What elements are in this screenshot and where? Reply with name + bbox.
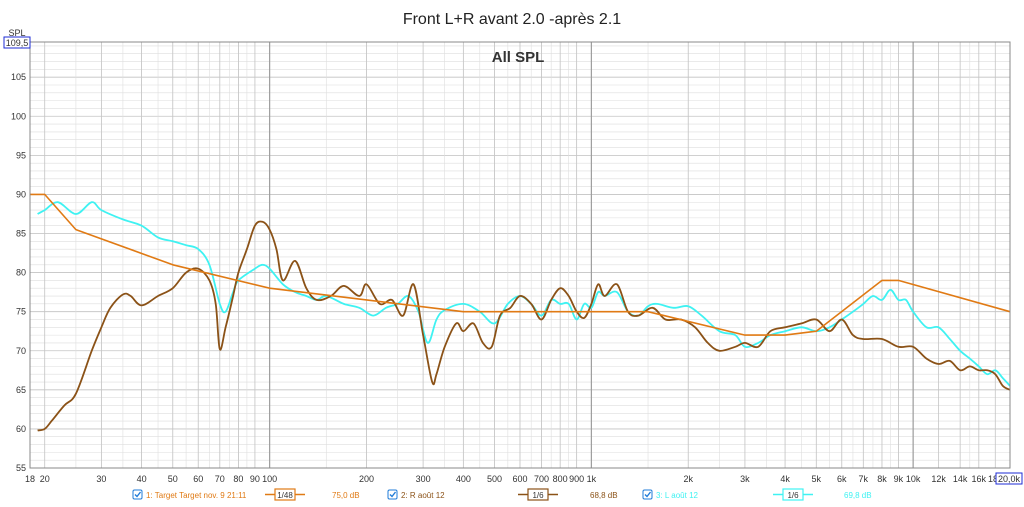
y-tick-label: 105 (11, 72, 26, 82)
legend-label: 3: L août 12 (656, 491, 699, 500)
legend-level: 69,8 dB (844, 491, 872, 500)
plot-series (30, 193, 1011, 432)
x-tick-label: 700 (534, 474, 549, 484)
y-tick-label: 100 (11, 111, 26, 121)
x-tick-label: 200 (359, 474, 374, 484)
x-tick-label: 30 (96, 474, 106, 484)
plot-grid (29, 42, 1011, 469)
y-tick-label: 90 (16, 189, 26, 199)
x-tick-label: 600 (512, 474, 527, 484)
y-axis-ticks: 55 60 65 70 75 80 85 90 95 100 105 (11, 72, 26, 473)
x-tick-label: 1k (587, 474, 597, 484)
x-tick-label: 18 (25, 474, 35, 484)
check-icon (134, 491, 142, 498)
x-tick-label: 80 (233, 474, 243, 484)
x-max-box[interactable] (995, 472, 1023, 485)
chart-subtitle: All SPL (492, 49, 545, 66)
x-tick-label: 3k (740, 474, 750, 484)
y-tick-label: 80 (16, 268, 26, 278)
x-tick-label: 70 (215, 474, 225, 484)
y-tick-label: 60 (16, 424, 26, 434)
y-tick-label: 85 (16, 229, 26, 239)
y-max-label: 109,5 (6, 38, 29, 48)
x-tick-label: 8k (877, 474, 887, 484)
legend-label: 1: Target Target nov. 9 21:11 (146, 491, 247, 500)
smoothing-button[interactable] (274, 488, 296, 501)
y-tick-label: 65 (16, 385, 26, 395)
legend: 1: Target Target nov. 9 21:11 1/48 75,0 dB… (132, 488, 872, 501)
legend-checkbox[interactable] (132, 489, 143, 500)
x-tick-label: 7k (859, 474, 869, 484)
smoothing-label: 1/6 (532, 491, 544, 500)
x-tick-label: 40 (137, 474, 147, 484)
legend-checkbox[interactable] (642, 489, 653, 500)
x-tick-label: 12k (931, 474, 946, 484)
x-axis-ticks: 18 20 30 40 50 60 70 80 90 100 200 300 400 500 600 700 8… (25, 474, 1003, 484)
x-tick-label: 500 (487, 474, 502, 484)
x-tick-label: 900 (569, 474, 584, 484)
y-tick-label: 70 (16, 346, 26, 356)
smoothing-label: 1/48 (277, 491, 293, 500)
x-tick-label: 400 (456, 474, 471, 484)
plot-frame (29, 41, 1011, 469)
legend-checkbox[interactable] (387, 489, 398, 500)
chart-title: Front L+R avant 2.0 -après 2.1 (403, 11, 621, 28)
x-tick-label: 9k (894, 474, 904, 484)
smoothing-button[interactable] (527, 488, 549, 501)
x-tick-label: 2k (683, 474, 693, 484)
x-tick-label: 100 (262, 474, 277, 484)
legend-level: 68,8 dB (590, 491, 618, 500)
x-tick-label: 10k (906, 474, 921, 484)
x-tick-label: 6k (837, 474, 847, 484)
x-tick-label: 800 (553, 474, 568, 484)
smoothing-label: 1/6 (787, 491, 799, 500)
check-icon (389, 491, 397, 498)
series-line-r (37, 220, 1011, 432)
y-tick-label: 95 (16, 150, 26, 160)
x-tick-label: 300 (416, 474, 431, 484)
y-axis-unit: SPL (8, 28, 25, 38)
x-tick-label: 16k (972, 474, 987, 484)
x-tick-label: 60 (193, 474, 203, 484)
y-max-box[interactable] (3, 36, 31, 49)
x-tick-label: 14k (953, 474, 968, 484)
smoothing-button[interactable] (782, 488, 804, 501)
x-tick-label: 20 (40, 474, 50, 484)
x-max-label: 20,0k (998, 474, 1021, 484)
x-tick-label: 90 (250, 474, 260, 484)
y-tick-label: 55 (16, 463, 26, 473)
y-tick-label: 75 (16, 307, 26, 317)
x-tick-label: 50 (168, 474, 178, 484)
x-tick-label: 5k (812, 474, 822, 484)
check-icon (644, 491, 652, 498)
x-tick-label: 4k (780, 474, 790, 484)
legend-level: 75,0 dB (332, 491, 360, 500)
series-line-l (37, 201, 1011, 387)
series-line-target (30, 193, 1011, 336)
legend-label: 2: R août 12 (401, 491, 445, 500)
